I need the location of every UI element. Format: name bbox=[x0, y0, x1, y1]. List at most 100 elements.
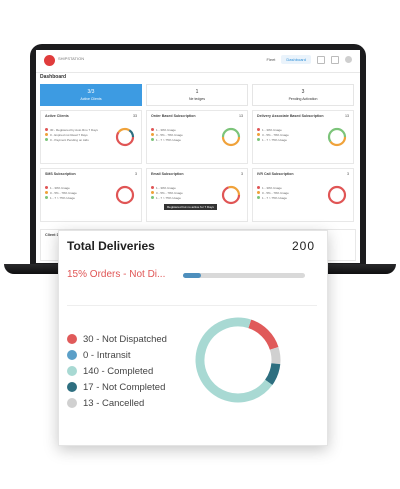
grid-icon[interactable] bbox=[331, 55, 339, 64]
card-count: 13 bbox=[345, 114, 349, 118]
legend-item: 140 - Completed bbox=[67, 363, 167, 379]
card-email-subscription[interactable]: Email Subscription 3 1 - 30% Usage 0 - 5… bbox=[146, 168, 248, 222]
card-legend: 1 - 30% Usage 0 - 5% - 79% Usage 1 - 7 >… bbox=[151, 127, 183, 142]
legend-text: 1 - 30% Usage bbox=[262, 127, 282, 132]
legend-item: 1 - 7 > 75% Usage bbox=[151, 137, 183, 142]
legend-item: 13 - Cancelled bbox=[67, 395, 167, 411]
mini-donut-chart bbox=[115, 127, 135, 147]
legend-item: 1 - 30% Usage bbox=[45, 185, 77, 190]
divider bbox=[67, 305, 317, 306]
legend-text: 30 - Registered by Auto Rno 7 Days bbox=[50, 127, 98, 132]
card-title: Email Subscription bbox=[151, 172, 184, 176]
app-header: SHIPSTATION Fleet Dashboard bbox=[36, 50, 360, 73]
mini-donut-chart bbox=[221, 127, 241, 147]
donut-slice bbox=[195, 317, 281, 403]
avatar[interactable] bbox=[345, 56, 352, 63]
tab-second[interactable]: 1 Ne tedges bbox=[146, 84, 248, 106]
card-legend: 30 - Registered by Auto Rno 7 Days 0 - E… bbox=[45, 127, 98, 142]
card-count: 33 bbox=[133, 114, 137, 118]
legend-item: 0 - 5% - 79% Usage bbox=[45, 190, 77, 195]
settings-icon[interactable] bbox=[317, 55, 325, 64]
card-title: Delivery Associate Based Subscription bbox=[257, 114, 324, 118]
card-active-clients[interactable]: Active Clients 33 30 - Registered by Aut… bbox=[40, 110, 142, 164]
legend-item: 1 - 30% Usage bbox=[151, 127, 183, 132]
card-legend: 1 - 30% Usage 0 - 5% - 79% Usage 1 - 7 >… bbox=[257, 185, 289, 200]
donut-slice bbox=[195, 317, 281, 403]
top-nav: Fleet Dashboard bbox=[267, 55, 352, 64]
legend-item: 3 - 5% - 79% Usage bbox=[257, 132, 289, 137]
tab-label: Pending Activation bbox=[288, 97, 318, 101]
legend-text: 1 - 7 > 75% Usage bbox=[156, 137, 181, 142]
legend-item: 0 - 5% - 79% Usage bbox=[151, 132, 183, 137]
legend-item: 1 - 7 > 75% Usage bbox=[257, 195, 289, 200]
total-count: 200 bbox=[291, 239, 315, 253]
legend-text: 1 - 7 > 75% Usage bbox=[262, 137, 287, 142]
card-title: IVR Call Subscription bbox=[257, 172, 294, 176]
legend-item: 1 - 30% Usage bbox=[257, 185, 289, 190]
mini-donut-chart bbox=[327, 127, 347, 147]
legend-text: 0 - 5% - 79% Usage bbox=[156, 190, 183, 195]
delivery-legend: 30 - Not Dispatched 0 - Intransit 140 - … bbox=[67, 331, 167, 411]
legend-item: 1 - 7 > 75% Usage bbox=[45, 195, 77, 200]
nav-dashboard[interactable]: Dashboard bbox=[281, 55, 311, 64]
legend-text: 0 - Expired not Read 7 Days bbox=[50, 132, 88, 137]
card-sms-subscription[interactable]: SMS Subscription 3 1 - 30% Usage 0 - 5% … bbox=[40, 168, 142, 222]
subscription-cards: Active Clients 33 30 - Registered by Aut… bbox=[40, 110, 354, 222]
mini-donut-chart bbox=[221, 185, 241, 205]
card-count: 3 bbox=[241, 172, 243, 176]
legend-text: 3 - 5% - 79% Usage bbox=[262, 132, 289, 137]
card-legend: 1 - 30% Usage 0 - 5% - 79% Usage 1 - 7 >… bbox=[45, 185, 77, 200]
laptop-screen: SHIPSTATION Fleet Dashboard Dashboard 3/… bbox=[36, 50, 360, 263]
page-title: Dashboard bbox=[40, 74, 67, 80]
nav-fleet[interactable]: Fleet bbox=[266, 57, 276, 62]
progress-bar bbox=[183, 273, 305, 278]
gray-dot-icon bbox=[67, 398, 77, 408]
card-order-subscription[interactable]: Order Based Subscription 13 1 - 30% Usag… bbox=[146, 110, 248, 164]
blue-dot-icon bbox=[67, 350, 77, 360]
legend-item: 30 - Not Dispatched bbox=[67, 331, 167, 347]
legend-item: 1 - 7 > 75% Usage bbox=[257, 137, 289, 142]
card-legend: 1 - 30% Usage 0 - 5% - 79% Usage 1 - 7 >… bbox=[151, 185, 183, 200]
legend-item: 1 - 30% Usage bbox=[151, 185, 183, 190]
mini-donut-chart bbox=[115, 185, 135, 205]
red-dot-icon bbox=[67, 334, 77, 344]
legend-item: 30 - Registered by Auto Rno 7 Days bbox=[45, 127, 98, 132]
not-dispatched-percentage: 15% Orders - Not Di... bbox=[67, 269, 166, 280]
legend-text: 13 - Cancelled bbox=[83, 397, 145, 409]
tab-label: Ne tedges bbox=[189, 97, 205, 101]
legend-text: 1 - 30% Usage bbox=[50, 185, 70, 190]
card-title: Total Deliveries bbox=[67, 239, 155, 253]
deliveries-donut-chart bbox=[195, 317, 281, 403]
card-title: SMS Subscription bbox=[45, 172, 76, 176]
total-deliveries-card[interactable]: Total Deliveries 200 15% Orders - Not Di… bbox=[58, 230, 328, 446]
card-count: 13 bbox=[239, 114, 243, 118]
progress-fill bbox=[183, 273, 202, 278]
legend-item: 1 - 30% Usage bbox=[257, 127, 289, 132]
legend-item: 17 - Not Completed bbox=[67, 379, 167, 395]
card-ivr-subscription[interactable]: IVR Call Subscription 3 1 - 30% Usage 0 … bbox=[252, 168, 354, 222]
legend-text: 1 - 30% Usage bbox=[156, 127, 176, 132]
card-title: Order Based Subscription bbox=[151, 114, 196, 118]
tab-pending-activation[interactable]: 3 Pending Activation bbox=[252, 84, 354, 106]
mini-donut-chart bbox=[327, 185, 347, 205]
legend-text: 1 - 7 > 75% Usage bbox=[262, 195, 287, 200]
legend-text: 30 - Not Dispatched bbox=[83, 333, 167, 345]
legend-text: 1 - 7 > 75% Usage bbox=[50, 195, 75, 200]
teal-dot-icon bbox=[67, 366, 77, 376]
legend-text: 140 - Completed bbox=[83, 365, 154, 377]
legend-text: 0 - 5% - 79% Usage bbox=[262, 190, 289, 195]
dark-teal-dot-icon bbox=[67, 382, 77, 392]
legend-item: 0 - 5% - 79% Usage bbox=[151, 190, 183, 195]
card-delivery-subscription[interactable]: Delivery Associate Based Subscription 13… bbox=[252, 110, 354, 164]
legend-text: 1 - 7 > 75% Usage bbox=[156, 195, 181, 200]
card-count: 3 bbox=[135, 172, 137, 176]
legend-text: 0 - 5% - 79% Usage bbox=[50, 190, 77, 195]
legend-text: 1 - 30% Usage bbox=[262, 185, 282, 190]
legend-item: 0 - Intransit bbox=[67, 347, 167, 363]
legend-text: 0 - Intransit bbox=[83, 349, 131, 361]
legend-item: 1 - 7 > 75% Usage bbox=[151, 195, 183, 200]
tab-active-clients[interactable]: 3/3 Active Clients bbox=[40, 84, 142, 106]
chart-tooltip: Registered but no active for 7 Days bbox=[164, 204, 217, 210]
legend-item: 0 - 5% - 79% Usage bbox=[257, 190, 289, 195]
legend-text: 0 - 5% - 79% Usage bbox=[156, 132, 183, 137]
